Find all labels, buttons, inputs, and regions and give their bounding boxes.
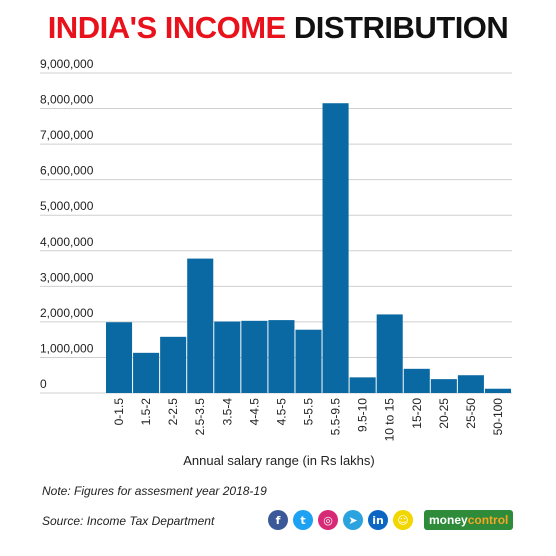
x-tick-label: 1.5-2	[139, 398, 153, 426]
title-red-part: INDIA'S INCOME	[47, 10, 287, 45]
x-tick-label: 10 to 15	[383, 398, 397, 442]
y-tick-label: 0	[40, 377, 47, 391]
y-tick-label: 2,000,000	[40, 306, 94, 320]
x-tick-label: 5-5.5	[302, 398, 316, 426]
x-axis-label: Annual salary range (in Rs lakhs)	[183, 453, 374, 468]
footnote: Note: Figures for assesment year 2018-19	[42, 484, 267, 498]
y-tick-label: 5,000,000	[40, 199, 94, 213]
x-tick-label: 0-1.5	[112, 398, 126, 426]
y-tick-label: 6,000,000	[40, 164, 94, 178]
moneycontrol-logo[interactable]: money control	[424, 510, 514, 530]
y-tick-label: 9,000,000	[40, 57, 94, 71]
y-tick-label: 4,000,000	[40, 235, 94, 249]
x-tick-label: 15-20	[410, 398, 424, 429]
bar-50-100	[484, 388, 511, 393]
bar-10-to-15	[376, 314, 403, 393]
y-tick-label: 3,000,000	[40, 270, 94, 284]
x-tick-label: 2-2.5	[166, 398, 180, 426]
bar-9.5-10	[349, 377, 376, 393]
x-tick-label: 20-25	[437, 398, 451, 429]
snapchat-icon[interactable]: ☺	[393, 510, 413, 530]
bar-20-25	[430, 379, 457, 393]
bar-25-50	[457, 375, 484, 393]
bar-4.5-5	[268, 320, 295, 393]
bar-1.5-2	[133, 352, 160, 393]
x-tick-label: 3.5-4	[220, 398, 234, 426]
brand-white-part: money	[429, 513, 468, 527]
linkedin-icon[interactable]: in	[368, 510, 388, 530]
x-tick-label: 5.5-9.5	[329, 398, 343, 436]
title-black-part: DISTRIBUTION	[293, 10, 509, 45]
social-icons: f t ◎ ➤ in ☺	[268, 510, 413, 530]
bar-3.5-4	[214, 321, 241, 393]
x-tick-label: 4-4.5	[247, 398, 261, 426]
x-tick-label: 50-100	[491, 398, 505, 436]
x-tick-label: 9.5-10	[356, 398, 370, 432]
source-text: Source: Income Tax Department	[42, 514, 215, 528]
y-tick-label: 7,000,000	[40, 128, 94, 142]
telegram-icon[interactable]: ➤	[343, 510, 363, 530]
x-tick-label: 2.5-3.5	[193, 398, 207, 436]
twitter-icon[interactable]: t	[293, 510, 313, 530]
brand-orange-part: control	[467, 513, 509, 527]
bar-0-1.5	[106, 322, 133, 393]
y-tick-label: 1,000,000	[40, 341, 94, 355]
y-tick-label: 8,000,000	[40, 93, 94, 107]
bar-5.5-9.5	[322, 103, 349, 393]
bar-15-20	[403, 368, 430, 393]
bar-2-2.5	[160, 336, 187, 393]
chart-title: INDIA'S INCOME DISTRIBUTION	[0, 10, 556, 46]
bar-5-5.5	[295, 329, 322, 393]
x-tick-label: 4.5-5	[274, 398, 288, 426]
instagram-icon[interactable]: ◎	[318, 510, 338, 530]
bar-4-4.5	[241, 320, 268, 393]
bar-2.5-3.5	[187, 258, 214, 393]
facebook-icon[interactable]: f	[268, 510, 288, 530]
x-tick-label: 25-50	[464, 398, 478, 429]
